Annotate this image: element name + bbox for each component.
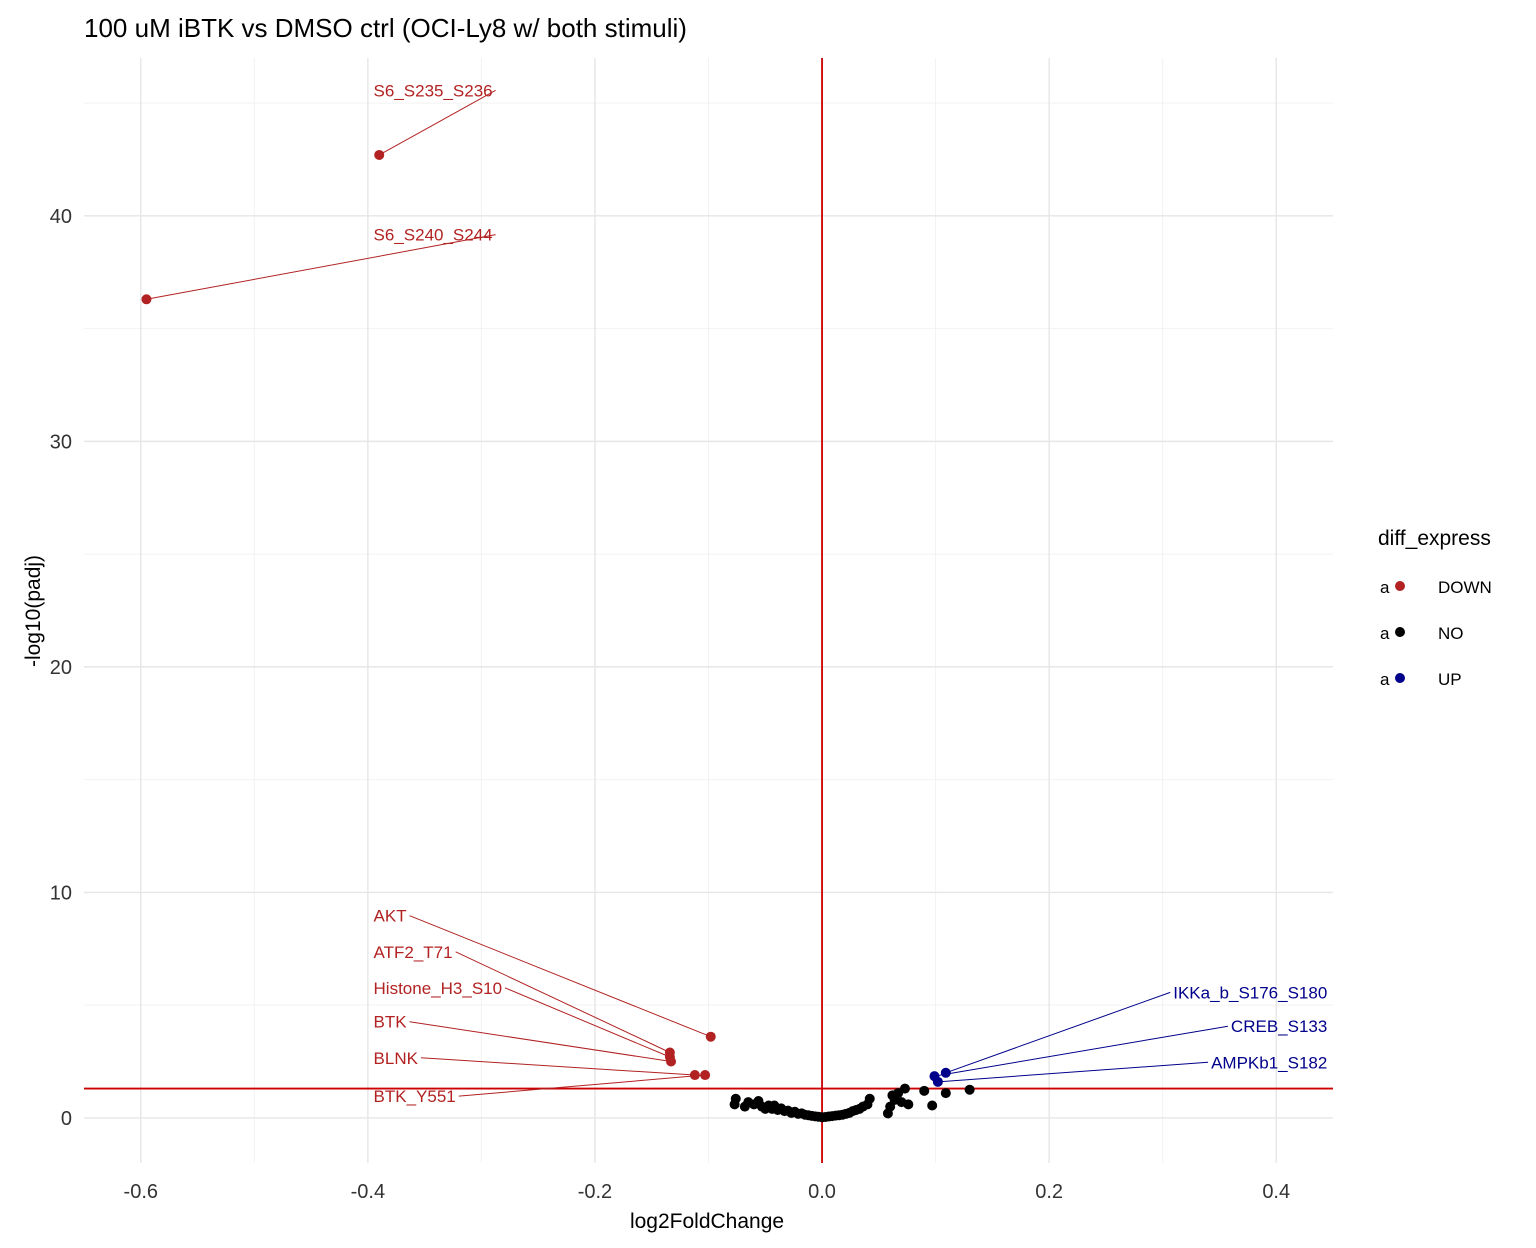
chart-title: 100 uM iBTK vs DMSO ctrl (OCI-Ly8 w/ bot… (84, 13, 687, 43)
y-axis-ticks: 0 10 20 30 40 (50, 206, 72, 1130)
legend-key-text: a (1380, 578, 1390, 597)
point-label: AMPKb1_S182 (1211, 1053, 1327, 1072)
point-label: BTK_Y551 (374, 1087, 456, 1106)
point-label: S6_S240_S244 (374, 226, 493, 245)
legend-key-text: a (1380, 624, 1390, 643)
data-point (903, 1099, 914, 1110)
data-point (700, 1070, 711, 1081)
y-tick-label: 40 (50, 206, 72, 228)
point-label: Histone_H3_S10 (374, 979, 503, 998)
x-tick-label: -0.4 (351, 1181, 385, 1203)
data-point (689, 1070, 700, 1081)
point-label: BLNK (374, 1049, 419, 1068)
reference-lines (84, 58, 1333, 1163)
data-points (141, 149, 975, 1123)
legend-entry-label: UP (1438, 670, 1462, 689)
data-point (141, 294, 152, 305)
data-point (964, 1084, 975, 1095)
x-tick-label: 0.2 (1035, 1181, 1063, 1203)
y-tick-label: 10 (50, 882, 72, 904)
point-label: AKT (374, 907, 407, 926)
point-labels: S6_S235_S236 S6_S240_S244 AKT ATF2_T71 Histo… (374, 81, 1328, 1106)
legend-entry-label: DOWN (1438, 578, 1492, 597)
label-leader-line (458, 1074, 706, 1097)
data-point (730, 1093, 741, 1104)
data-point (940, 1088, 951, 1099)
legend-key-point (1395, 673, 1405, 683)
label-leader-lines (146, 89, 1229, 1097)
point-label: IKKa_b_S176_S180 (1173, 983, 1327, 1002)
point-label: BTK (374, 1013, 408, 1032)
data-point (927, 1100, 938, 1111)
label-leader-line (420, 1057, 695, 1076)
x-tick-label: 0.4 (1262, 1181, 1290, 1203)
legend-key-text: a (1380, 670, 1390, 689)
y-tick-label: 20 (50, 657, 72, 679)
label-leader-line (937, 1061, 1209, 1083)
label-leader-line (455, 951, 671, 1053)
y-tick-label: 0 (61, 1108, 72, 1130)
legend-title: diff_express (1378, 527, 1491, 550)
data-point (940, 1067, 951, 1078)
y-tick-label: 30 (50, 431, 72, 453)
label-leader-line (504, 987, 671, 1058)
legend-key-point (1395, 581, 1405, 591)
point-label: S6_S235_S236 (374, 81, 493, 100)
label-leader-line (409, 1021, 672, 1063)
data-point (919, 1085, 930, 1096)
label-leader-line (378, 89, 496, 156)
data-point (932, 1076, 943, 1087)
data-point (374, 149, 385, 160)
label-leader-line (146, 234, 496, 300)
legend-entry-label: NO (1438, 624, 1464, 643)
data-point (705, 1031, 716, 1042)
x-axis-label: log2FoldChange (630, 1210, 784, 1233)
x-tick-label: 0.0 (808, 1181, 836, 1203)
x-tick-label: -0.2 (578, 1181, 612, 1203)
data-point (899, 1083, 910, 1094)
legend: diff_express a DOWN a NO a UP (1378, 527, 1492, 689)
point-label: CREB_S133 (1231, 1017, 1327, 1036)
x-axis-ticks: -0.6 -0.4 -0.2 0.0 0.2 0.4 (124, 1181, 1291, 1203)
label-leader-line (945, 991, 1171, 1074)
label-leader-line (409, 915, 711, 1038)
point-label: ATF2_T71 (374, 943, 453, 962)
data-point (864, 1093, 875, 1104)
label-leader-line (934, 1025, 1229, 1077)
legend-key-point (1395, 627, 1405, 637)
data-point (666, 1056, 677, 1067)
x-tick-label: -0.6 (124, 1181, 158, 1203)
y-axis-label: -log10(padj) (22, 555, 45, 667)
grid-lines (84, 58, 1333, 1163)
